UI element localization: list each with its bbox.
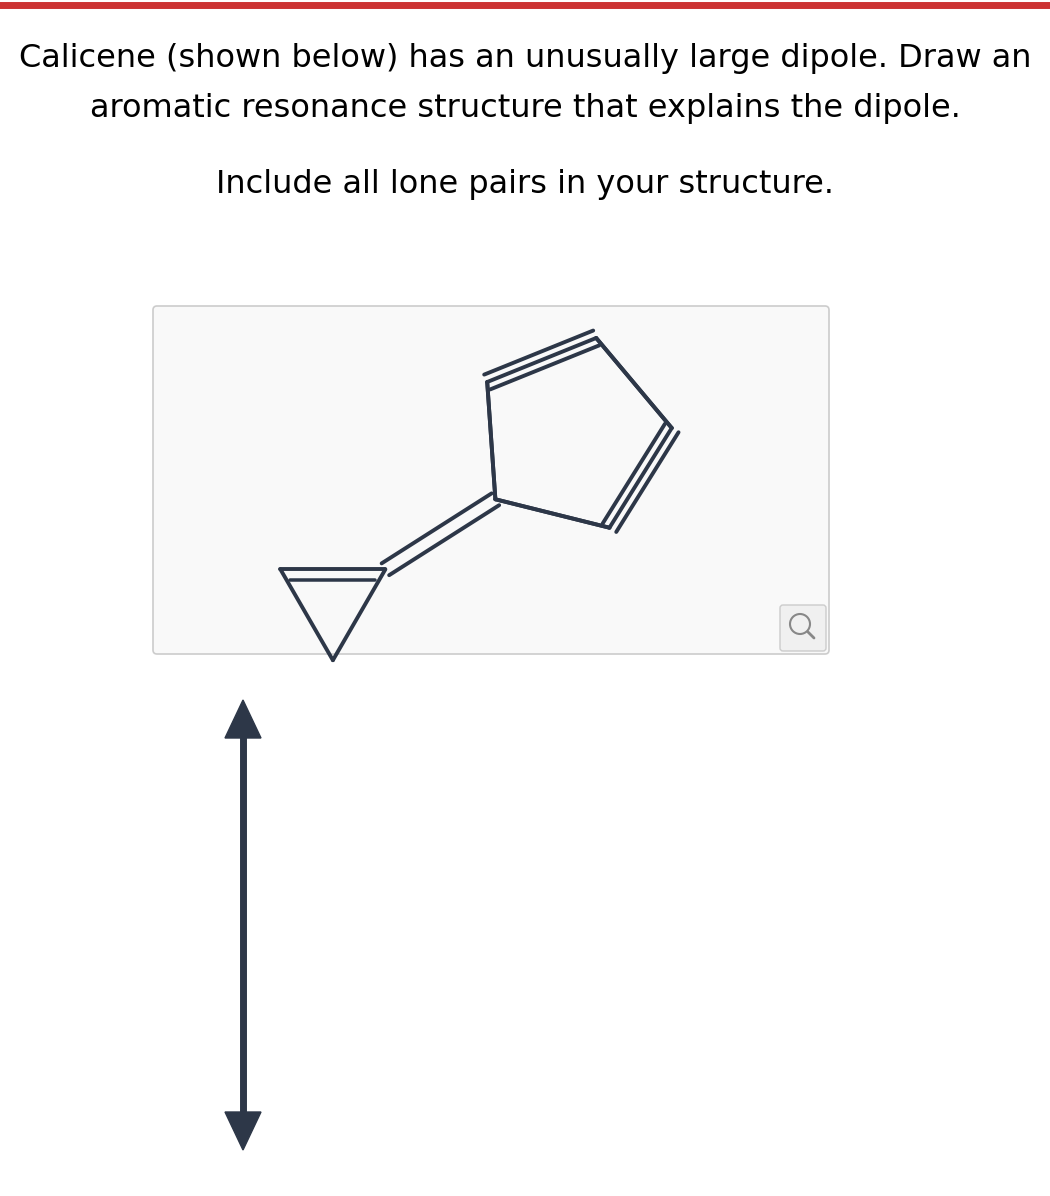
Text: Include all lone pairs in your structure.: Include all lone pairs in your structure… (216, 170, 834, 201)
Polygon shape (225, 1112, 261, 1151)
Polygon shape (225, 700, 261, 738)
Text: Calicene (shown below) has an unusually large dipole. Draw an: Calicene (shown below) has an unusually … (19, 43, 1031, 73)
FancyBboxPatch shape (780, 605, 826, 651)
FancyBboxPatch shape (153, 306, 830, 654)
Text: aromatic resonance structure that explains the dipole.: aromatic resonance structure that explai… (89, 92, 961, 123)
